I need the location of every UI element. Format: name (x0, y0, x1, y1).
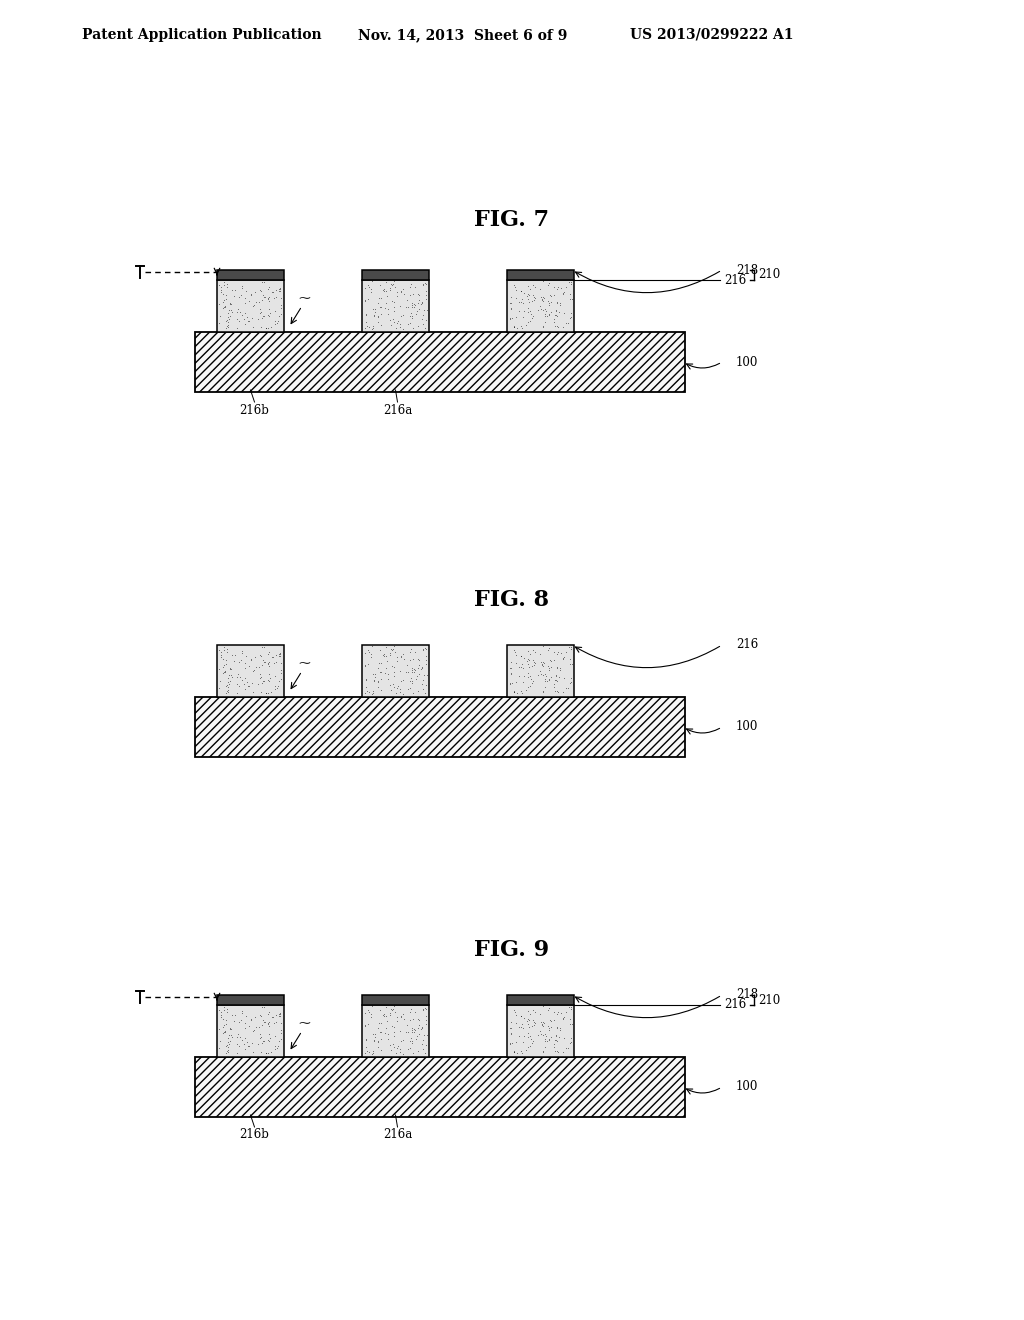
Text: 216: 216 (736, 639, 758, 652)
Text: 216a: 216a (383, 404, 412, 417)
Bar (195, 1057, 685, 1117)
Bar (507, 271, 574, 280)
Text: Patent Application Publication: Patent Application Publication (82, 28, 322, 42)
Bar (217, 645, 284, 697)
Text: ~: ~ (297, 289, 311, 306)
Bar (195, 697, 685, 756)
Bar (217, 1005, 284, 1057)
Bar (217, 280, 284, 333)
Bar (507, 1005, 574, 1057)
Text: 100: 100 (736, 1081, 759, 1093)
Text: ~: ~ (297, 655, 311, 672)
Text: 218: 218 (736, 989, 758, 1002)
Bar (507, 280, 574, 333)
Text: Nov. 14, 2013  Sheet 6 of 9: Nov. 14, 2013 Sheet 6 of 9 (358, 28, 567, 42)
Text: FIG. 9: FIG. 9 (474, 939, 550, 961)
Text: FIG. 8: FIG. 8 (474, 589, 550, 611)
Bar (362, 995, 429, 1005)
Bar (217, 271, 284, 280)
Text: 216a: 216a (383, 1129, 412, 1142)
Text: 100: 100 (736, 721, 759, 734)
Text: US 2013/0299222 A1: US 2013/0299222 A1 (630, 28, 794, 42)
Bar (362, 280, 429, 333)
Text: 216: 216 (724, 273, 746, 286)
Bar (195, 333, 685, 392)
Bar (507, 645, 574, 697)
Bar (362, 645, 429, 697)
Text: 100: 100 (736, 355, 759, 368)
Bar (217, 995, 284, 1005)
Bar (507, 995, 574, 1005)
Text: ~: ~ (297, 1015, 311, 1031)
Text: 216b: 216b (240, 1129, 269, 1142)
Text: FIG. 7: FIG. 7 (474, 209, 550, 231)
Bar (362, 1005, 429, 1057)
Text: 210: 210 (758, 268, 780, 281)
Text: 216: 216 (724, 998, 746, 1011)
Text: 216b: 216b (240, 404, 269, 417)
Bar (362, 271, 429, 280)
Text: 218: 218 (736, 264, 758, 276)
Text: 210: 210 (758, 994, 780, 1006)
